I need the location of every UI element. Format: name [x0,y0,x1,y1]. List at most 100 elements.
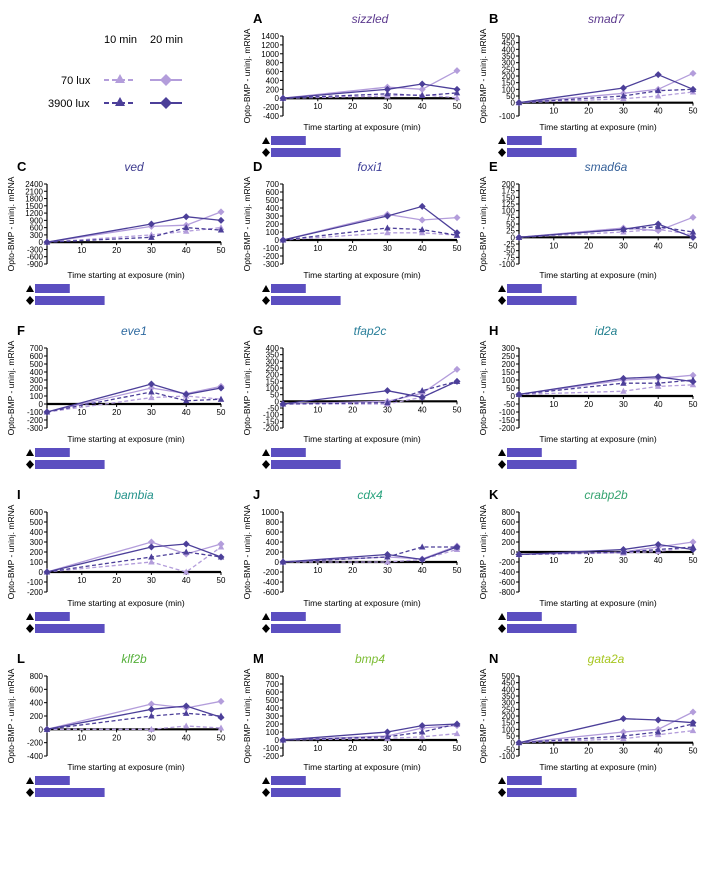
y-tick-label: 150 [502,368,516,377]
y-tick-label: 0 [39,238,44,247]
y-tick-label: 0 [275,397,280,406]
x-tick-label: 50 [689,241,698,250]
data-point-l10 [655,92,662,99]
x-axis-title: Time starting at exposure (min) [303,270,420,280]
x-tick-label: 50 [453,405,462,414]
y-tick-label: -100 [263,411,280,420]
data-point-h10 [419,387,426,394]
series-line-l10 [518,91,694,104]
y-tick-label: -50 [503,247,515,256]
duration-bar-20min [271,296,341,305]
x-tick-label: 40 [418,244,427,253]
y-tick-label: 0 [275,558,280,567]
y-tick-label: 100 [502,725,516,734]
gene-title: ved [124,160,144,174]
data-point-h20 [689,378,697,386]
series-line-h10 [282,723,458,741]
data-point-h20 [182,213,190,221]
data-point-h20 [654,541,662,548]
y-axis-title: Opto-BMP - uninj. mRNA [478,340,488,435]
y-tick-label: -200 [27,739,44,748]
y-tick-label: -600 [263,588,280,597]
y-tick-label: -100 [263,244,280,253]
data-point-l10 [655,382,662,389]
series-line-h20 [518,718,694,744]
y-tick-label: 0 [511,233,516,242]
y-tick-label: 200 [502,538,516,547]
y-tick-label: 700 [266,680,280,689]
duration-bar-20min [507,148,577,157]
data-point-h10 [419,92,426,99]
data-point-h20 [453,85,461,93]
data-point-h20 [453,229,461,237]
data-point-h20 [383,728,391,736]
y-tick-label: 600 [266,688,280,697]
y-axis-title: Opto-BMP - uninj. mRNA [478,176,488,271]
x-tick-label: 10 [313,244,322,253]
x-tick-label: 30 [383,244,392,253]
data-point-h10 [620,379,627,386]
series-line-h20 [282,723,458,741]
series-line-l10 [282,94,458,99]
y-tick-label: 0 [511,548,516,557]
y-tick-label: 500 [502,672,516,681]
x-tick-label: 40 [418,405,427,414]
y-tick-label: 200 [502,712,516,721]
y-tick-label: 500 [30,360,44,369]
y-tick-label: 500 [266,196,280,205]
data-point-l20 [689,371,697,379]
x-tick-label: 10 [77,408,86,417]
duration-bar-20min [271,788,341,797]
x-tick-label: 50 [689,556,698,565]
y-tick-label: 50 [506,92,515,101]
y-tick-label: 100 [266,728,280,737]
data-point-h10 [419,543,426,550]
data-point-h20 [43,725,51,733]
series-line-l10 [518,228,694,238]
y-tick-label: 1800 [25,195,43,204]
legend-diamond-icon-3900lux [160,97,172,109]
y-tick-label: -600 [499,578,516,587]
y-tick-label: 500 [266,696,280,705]
y-tick-label: 250 [266,364,280,373]
data-point-l20 [453,214,461,222]
y-tick-label: 50 [506,220,515,229]
y-tick-label: -150 [499,416,516,425]
y-tick-label: 0 [275,236,280,245]
x-tick-label: 30 [147,733,156,742]
series-line-l20 [282,368,458,405]
data-point-h20 [619,225,627,233]
y-tick-label: 300 [30,538,44,547]
y-axis-title: Opto-BMP - uninj. mRNA [6,176,16,271]
x-axis-title: Time starting at exposure (min) [539,598,656,608]
y-tick-label: -50 [503,745,515,754]
duration-bar-20min [271,148,341,157]
duration-20min-diamond-icon [498,788,506,797]
y-tick-label: 400 [266,704,280,713]
duration-10min-triangle-icon [498,449,506,456]
duration-10min-triangle-icon [498,777,506,784]
y-tick-label: 300 [30,376,44,385]
y-tick-label: 100 [266,228,280,237]
y-tick-label: 300 [502,699,516,708]
y-tick-label: 1500 [25,202,43,211]
y-tick-label: 600 [30,224,44,233]
data-point-h20 [515,390,523,398]
x-tick-label: 50 [453,102,462,111]
gene-title: bambia [114,488,154,502]
data-point-h10 [655,728,662,735]
series-line-l10 [282,732,458,741]
x-tick-label: 10 [77,246,86,255]
y-tick-label: -300 [27,245,44,254]
y-tick-label: 0 [39,725,44,734]
y-tick-label: -300 [27,424,44,433]
data-point-l10 [620,387,627,394]
x-tick-label: 30 [147,246,156,255]
x-tick-label: 40 [654,241,663,250]
data-point-h10 [655,546,662,552]
data-point-h20 [43,408,51,416]
duration-bar-10min [271,136,306,145]
